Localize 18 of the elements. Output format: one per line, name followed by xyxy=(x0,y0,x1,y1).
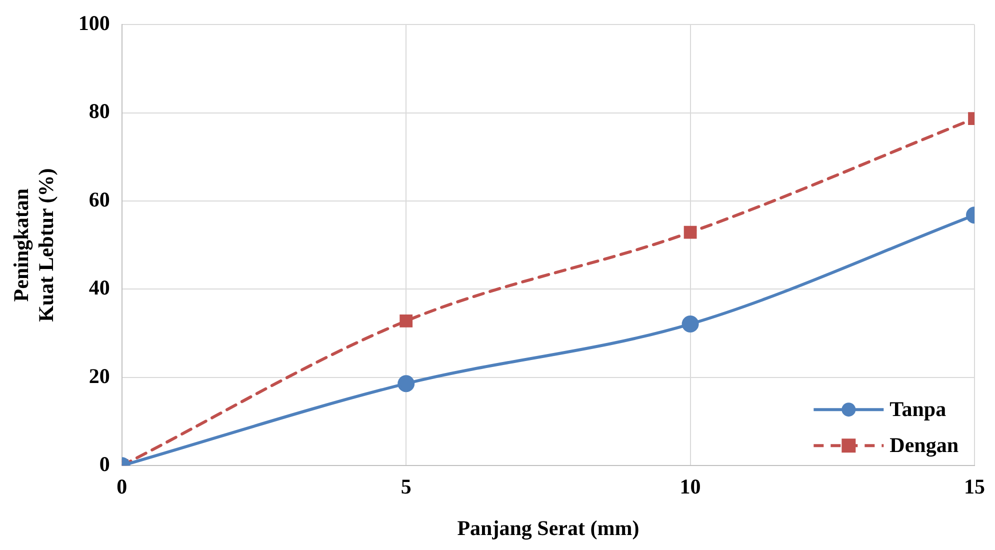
x-tick-label: 15 xyxy=(964,474,985,499)
y-axis-title: Peningkatan Kuat Lebtur (%) xyxy=(9,168,58,322)
point xyxy=(682,316,699,333)
x-tick-label: 5 xyxy=(400,474,412,499)
point xyxy=(398,375,415,392)
legend-label: Tanpa xyxy=(890,397,947,422)
legend-label: Dengan xyxy=(890,433,959,458)
point xyxy=(400,314,413,328)
y-tick-label: 100 xyxy=(78,11,110,36)
y-tick-label: 60 xyxy=(88,187,110,212)
point xyxy=(684,226,697,239)
x-tick-label: 10 xyxy=(680,474,701,499)
y-tick-label: 40 xyxy=(88,276,110,300)
y-tick-label: 20 xyxy=(88,364,110,388)
y-tick-label: 80 xyxy=(88,99,110,124)
y-tick-label: 0 xyxy=(99,452,110,476)
x-axis-title: Panjang Serat (mm) xyxy=(457,516,640,540)
x-tick-label: 0 xyxy=(116,474,128,499)
